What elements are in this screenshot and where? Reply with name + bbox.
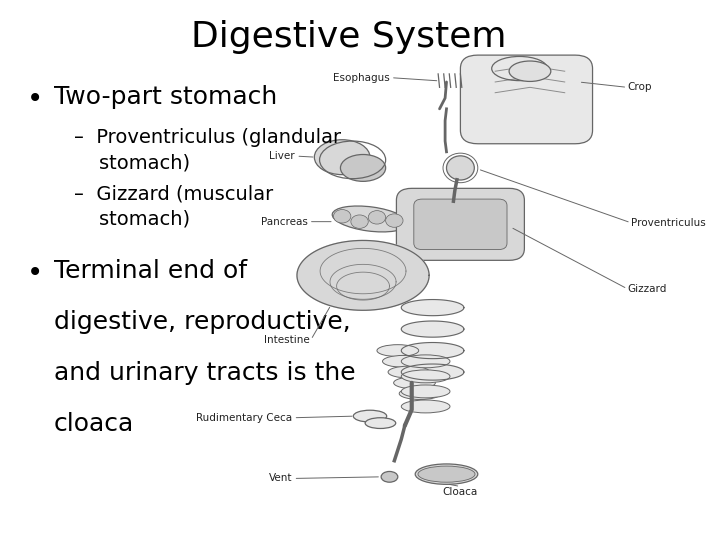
Ellipse shape bbox=[394, 377, 436, 389]
Ellipse shape bbox=[382, 355, 424, 367]
Text: Proventriculus: Proventriculus bbox=[631, 218, 706, 228]
Ellipse shape bbox=[381, 471, 398, 482]
Ellipse shape bbox=[377, 345, 418, 356]
Ellipse shape bbox=[351, 215, 368, 228]
Text: digestive, reproductive,: digestive, reproductive, bbox=[53, 310, 351, 334]
FancyBboxPatch shape bbox=[460, 55, 593, 144]
Ellipse shape bbox=[401, 370, 450, 383]
Ellipse shape bbox=[446, 156, 474, 180]
Polygon shape bbox=[401, 300, 464, 316]
Ellipse shape bbox=[509, 61, 551, 82]
Ellipse shape bbox=[368, 211, 386, 224]
Ellipse shape bbox=[399, 388, 441, 400]
Ellipse shape bbox=[315, 140, 370, 174]
Text: and urinary tracts is the: and urinary tracts is the bbox=[53, 361, 355, 386]
Text: Liver: Liver bbox=[269, 151, 295, 161]
Ellipse shape bbox=[415, 464, 478, 484]
Ellipse shape bbox=[492, 57, 547, 80]
Text: •: • bbox=[27, 85, 43, 113]
Text: Terminal end of: Terminal end of bbox=[53, 259, 247, 284]
Text: Pancreas: Pancreas bbox=[261, 217, 307, 227]
Text: Cloaca: Cloaca bbox=[443, 487, 478, 497]
Ellipse shape bbox=[401, 385, 450, 398]
Text: Two-part stomach: Two-part stomach bbox=[53, 85, 276, 109]
Polygon shape bbox=[401, 342, 464, 359]
Ellipse shape bbox=[354, 410, 387, 422]
Text: Gizzard: Gizzard bbox=[627, 284, 667, 294]
Text: •: • bbox=[27, 259, 43, 287]
Ellipse shape bbox=[332, 206, 408, 232]
Ellipse shape bbox=[341, 154, 386, 181]
Ellipse shape bbox=[388, 366, 430, 378]
Text: –  Proventriculus (glandular
    stomach): – Proventriculus (glandular stomach) bbox=[74, 127, 341, 172]
Ellipse shape bbox=[401, 400, 450, 413]
Ellipse shape bbox=[365, 418, 396, 428]
Text: Crop: Crop bbox=[627, 82, 652, 92]
Ellipse shape bbox=[386, 214, 403, 227]
Polygon shape bbox=[401, 321, 464, 337]
Polygon shape bbox=[297, 240, 429, 310]
Text: Esophagus: Esophagus bbox=[333, 73, 390, 83]
Ellipse shape bbox=[401, 355, 450, 368]
Text: Digestive System: Digestive System bbox=[192, 20, 507, 54]
Ellipse shape bbox=[333, 210, 351, 223]
Text: –  Gizzard (muscular
    stomach): – Gizzard (muscular stomach) bbox=[74, 184, 274, 229]
Ellipse shape bbox=[418, 466, 475, 482]
Polygon shape bbox=[401, 364, 464, 380]
Text: Rudimentary Ceca: Rudimentary Ceca bbox=[196, 413, 292, 423]
Text: Intestine: Intestine bbox=[264, 335, 310, 345]
FancyBboxPatch shape bbox=[414, 199, 507, 249]
Text: Vent: Vent bbox=[269, 474, 292, 483]
Text: cloaca: cloaca bbox=[53, 413, 134, 436]
FancyBboxPatch shape bbox=[397, 188, 524, 260]
